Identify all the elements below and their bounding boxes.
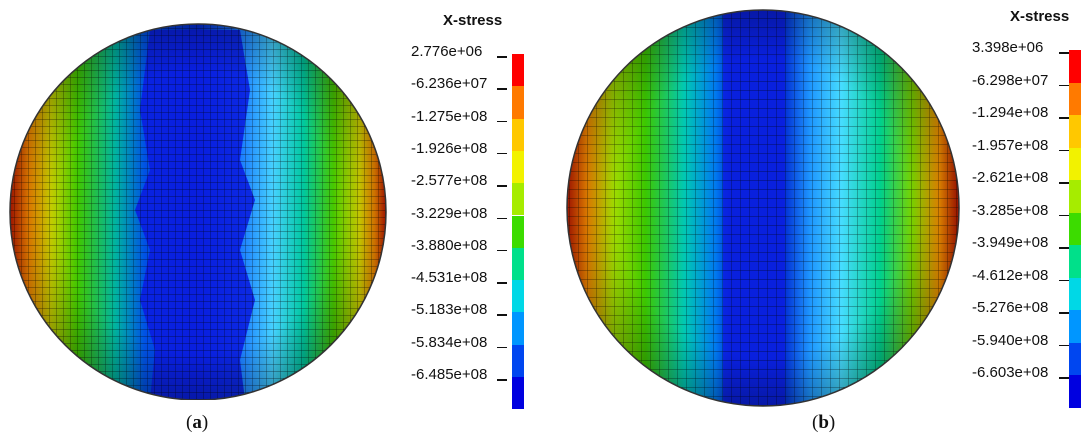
legend-tick-mark xyxy=(1059,279,1069,281)
legend-color-segment xyxy=(1069,212,1081,245)
legend-tick-mark xyxy=(497,379,507,381)
legend-color-segment xyxy=(512,377,524,410)
legend-tick-mark xyxy=(497,88,507,90)
legend-tick-mark xyxy=(1059,52,1069,54)
legend-tick-mark xyxy=(497,185,507,187)
legend-tick-label: -4.612e+08 xyxy=(972,266,1049,284)
legend-color-segment xyxy=(1069,147,1081,180)
legend-tick-label: -6.298e+07 xyxy=(972,71,1049,89)
legend-title: X-stress xyxy=(443,12,503,29)
legend-tick-mark xyxy=(497,120,507,123)
legend-tick-label: -2.621e+08 xyxy=(972,169,1049,186)
legend-tick-label: 2.776e+06 xyxy=(411,43,483,60)
caption-b: (b) xyxy=(812,412,836,433)
legend-tick-label: -1.275e+08 xyxy=(411,107,488,125)
legend-color-segment xyxy=(512,86,524,119)
legend-tick-mark xyxy=(1059,247,1069,249)
legend-tick-label: -6.603e+08 xyxy=(972,364,1049,381)
legend-tick-label: -5.183e+08 xyxy=(411,301,488,319)
legend-tick-mark xyxy=(1059,344,1069,346)
stress-sphere-b xyxy=(566,9,960,407)
legend-color-segment xyxy=(512,344,524,377)
legend-tick-label: -4.531e+08 xyxy=(411,269,488,287)
legend-tick-mark xyxy=(1059,84,1069,86)
legend-tick-label: -3.949e+08 xyxy=(972,234,1049,251)
legend-tick-mark xyxy=(1059,312,1069,314)
legend-tick-mark xyxy=(1059,182,1069,184)
legend-tick-label: -3.285e+08 xyxy=(972,201,1049,219)
legend-tick-label: -2.577e+08 xyxy=(411,172,488,190)
legend-tick-label: -6.485e+08 xyxy=(411,366,488,383)
legend-tick-label: 3.398e+06 xyxy=(972,39,1044,56)
legend-tick-mark xyxy=(497,152,507,155)
legend-tick-mark xyxy=(497,217,507,219)
legend-color-segment xyxy=(1069,245,1081,278)
legend-tick-mark xyxy=(497,346,507,349)
legend-color-segment xyxy=(512,280,524,313)
legend-color-segment xyxy=(512,54,524,87)
legend-tick-mark xyxy=(1059,377,1069,379)
legend-color-segment xyxy=(512,118,524,151)
legend-tick-mark xyxy=(497,249,507,252)
legend-title: X-stress xyxy=(1010,8,1070,25)
legend-tick-label: -1.957e+08 xyxy=(972,136,1049,154)
panel-b: X-stress 3.398e+06 -6.298e+07 -1.294e+08 -1… xyxy=(541,0,1083,443)
legend-color-segment xyxy=(1069,180,1081,213)
legend-color-segment xyxy=(1069,310,1081,343)
legend-tick-label: -5.276e+08 xyxy=(972,299,1049,316)
panel-a: X-stress 2.776e+06 -6.236e+07 -1.275e+08 -1… xyxy=(0,0,541,443)
legend-color-segment xyxy=(1069,50,1081,83)
legend-tick-label: -5.940e+08 xyxy=(972,331,1049,349)
caption-a: (a) xyxy=(186,412,209,433)
stress-sphere-a xyxy=(9,23,387,400)
legend-color-segment xyxy=(512,183,524,216)
legend-tick-label: -3.880e+08 xyxy=(411,236,488,254)
legend-tick-label: -1.294e+08 xyxy=(972,104,1049,121)
legend-tick-mark xyxy=(497,282,507,284)
legend-tick-label: -3.229e+08 xyxy=(411,204,488,222)
legend-color-segment xyxy=(1069,82,1081,115)
legend-color-segment xyxy=(512,247,524,281)
legend-color-segment xyxy=(512,215,524,248)
legend-tick-label: -5.834e+08 xyxy=(411,333,488,351)
legend-tick-mark xyxy=(1059,149,1069,151)
legend-tick-mark xyxy=(497,314,507,316)
legend-color-segment xyxy=(512,150,524,184)
legend-color-segment xyxy=(1069,342,1081,375)
legend-color-segment xyxy=(1069,115,1081,148)
legend-tick-mark xyxy=(497,56,507,58)
legend-tick-label: -6.236e+07 xyxy=(411,75,488,93)
legend-tick-label: -1.926e+08 xyxy=(411,139,488,157)
legend-color-segment xyxy=(512,312,524,345)
legend-color-segment xyxy=(1069,375,1081,408)
legend-color-segment xyxy=(1069,277,1081,310)
legend-tick-mark xyxy=(1059,214,1069,216)
legend-tick-mark xyxy=(1059,117,1069,119)
